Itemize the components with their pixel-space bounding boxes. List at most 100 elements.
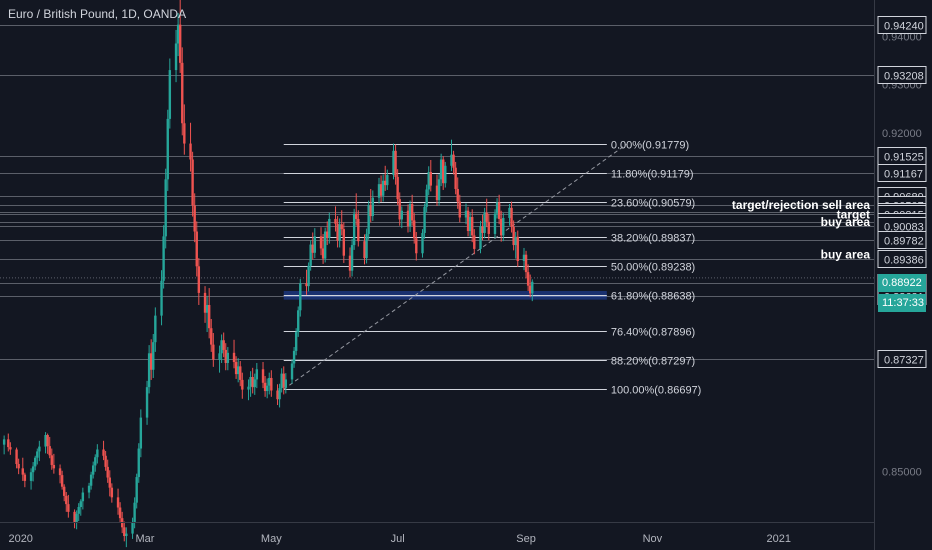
candle-body: [371, 197, 374, 217]
candle-body: [485, 212, 488, 222]
candle-body: [423, 206, 426, 233]
candle-body: [326, 231, 329, 238]
last-price-tag: 0.88922: [878, 273, 926, 292]
candle-body: [413, 220, 416, 239]
candle-body: [336, 223, 339, 241]
candle-body: [531, 281, 534, 294]
candle-body: [77, 507, 80, 514]
candle-body: [29, 472, 33, 481]
candle-body: [294, 332, 298, 351]
candle-body: [292, 350, 296, 364]
trend-line: [283, 143, 628, 390]
candle-body: [386, 174, 389, 186]
candle-body: [125, 533, 128, 537]
candle-body: [149, 353, 153, 370]
candle-body: [131, 522, 134, 534]
candle-body: [44, 435, 47, 447]
candle-body: [471, 217, 474, 236]
candle-body: [394, 150, 397, 177]
candle-body: [342, 229, 346, 256]
fib-level-label: 38.20%(0.89837): [611, 233, 695, 245]
price-label-text: 0.91167: [884, 169, 923, 181]
x-tick-label: Jul: [391, 533, 405, 545]
candle-body: [502, 217, 505, 236]
candle-body: [94, 457, 97, 466]
candle-body: [226, 352, 230, 363]
candle-body: [282, 373, 285, 388]
candle-body: [400, 210, 403, 220]
candle-body: [297, 310, 300, 333]
price-label-box: [877, 250, 927, 268]
candle-body: [87, 485, 91, 493]
candle-body: [108, 477, 111, 488]
candle-body: [487, 221, 490, 234]
candle-body: [381, 180, 385, 196]
candle-body: [309, 244, 312, 266]
candle-body: [195, 231, 198, 267]
candle-body: [197, 266, 201, 293]
candle-body: [79, 501, 82, 508]
candle-body: [456, 188, 459, 202]
candle-body: [176, 24, 180, 44]
candle-body: [9, 447, 12, 450]
candle-body: [311, 244, 314, 253]
annotation-label: buy area: [821, 248, 871, 262]
fib-level-label: 76.40%(0.87896): [611, 327, 695, 339]
candle-body: [439, 159, 443, 180]
x-tick-label: Nov: [643, 533, 663, 545]
x-tick-label: Sep: [516, 533, 536, 545]
candle-body: [524, 254, 528, 273]
candle-body: [212, 344, 215, 360]
candle-body: [89, 474, 93, 486]
candle-body: [313, 236, 317, 253]
candle-body: [350, 245, 354, 271]
candle-body: [104, 455, 107, 467]
candle-body: [81, 492, 85, 502]
candle-body: [338, 224, 341, 241]
candle-body: [253, 379, 256, 388]
candle-body: [63, 486, 66, 496]
candle-body: [239, 366, 242, 380]
candle-body: [348, 255, 352, 271]
candle-body: [189, 143, 192, 160]
candle-body: [396, 176, 399, 200]
candle-body: [135, 477, 138, 503]
annotation-label: buy area: [821, 215, 871, 229]
fib-level-label: 0.00%(0.91779): [611, 140, 689, 152]
candle-body: [406, 210, 410, 227]
candle-body: [299, 283, 302, 311]
candle-body: [255, 369, 259, 380]
candle-body: [31, 466, 35, 473]
candle-body: [218, 353, 221, 360]
candle-body: [34, 457, 37, 467]
candle-body: [321, 248, 325, 259]
candle-body: [50, 455, 53, 465]
candle-body: [247, 386, 250, 390]
candle-body: [147, 353, 151, 388]
candle-body: [437, 179, 441, 201]
candle-body: [23, 474, 27, 481]
x-tick-label: 2020: [8, 533, 32, 545]
candle-body: [65, 495, 68, 505]
candle-body: [236, 366, 240, 375]
candle-body: [379, 184, 383, 196]
x-tick-label: Mar: [135, 533, 154, 545]
candle-body: [384, 180, 387, 186]
candle-body: [191, 159, 194, 206]
price-label-box: [877, 350, 927, 368]
candle-body: [210, 328, 213, 345]
candle-body: [363, 241, 366, 259]
candle-body: [193, 205, 196, 232]
price-label-box: [877, 16, 927, 34]
candle-body: [166, 118, 169, 180]
candle-body: [512, 226, 515, 246]
candle-body: [58, 468, 62, 476]
fib-level-label: 88.20%(0.87297): [611, 356, 695, 368]
fib-level-label: 23.60%(0.90579): [611, 198, 695, 210]
candle-body: [60, 475, 64, 487]
candle-body: [96, 449, 99, 458]
annotation-label: target: [837, 207, 870, 221]
candle-body: [261, 369, 265, 383]
price-label-text: 0.94240: [884, 21, 924, 33]
